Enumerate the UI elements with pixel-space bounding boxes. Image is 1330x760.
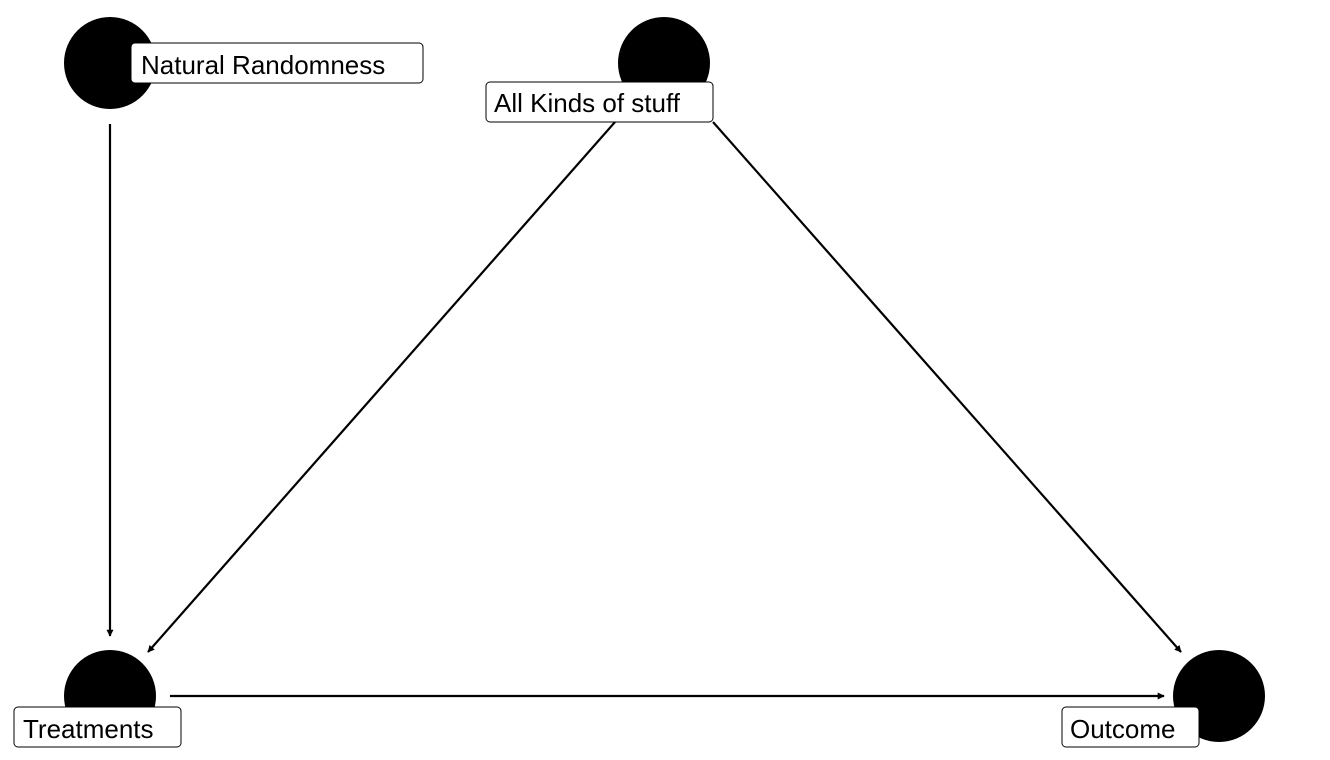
label-outcome: Outcome: [1061, 706, 1200, 748]
label-natural-randomness-text: Natural Randomness: [141, 50, 385, 80]
label-treatments-text: Treatments: [23, 714, 154, 744]
label-all-kinds-of-stuff-text: All Kinds of stuff: [494, 88, 681, 118]
label-all-kinds-of-stuff: All Kinds of stuff: [485, 81, 714, 123]
label-treatments: Treatments: [13, 706, 182, 748]
label-outcome-text: Outcome: [1070, 714, 1176, 744]
node-natural-randomness: [64, 17, 156, 109]
label-natural-randomness: Natural Randomness: [130, 42, 424, 84]
edge-all-kinds-to-treatments: [147, 121, 616, 653]
edge-all-kinds-to-outcome: [712, 121, 1182, 653]
